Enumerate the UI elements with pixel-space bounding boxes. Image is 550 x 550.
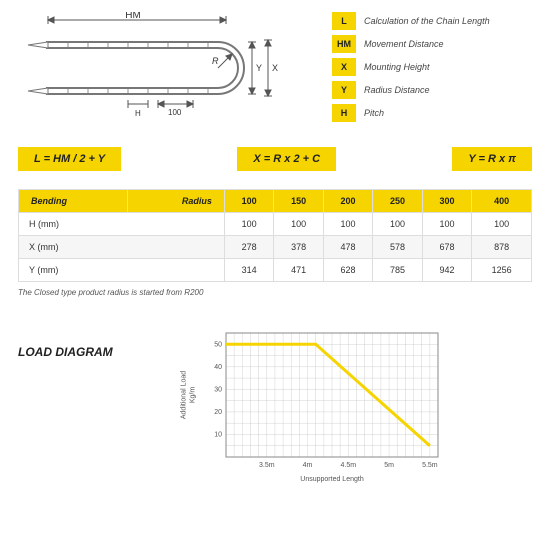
formulas: L = HM / 2 + Y X = R x 2 + C Y = R x π — [18, 147, 532, 171]
bending-table: BendingRadius100150200250300400 H (mm)10… — [18, 189, 532, 282]
formula: Y = R x π — [452, 147, 532, 171]
svg-text:4.5m: 4.5m — [341, 462, 357, 469]
row-label: Y (mm) — [19, 259, 225, 282]
legend-row: L Calculation of the Chain Length — [332, 12, 532, 30]
svg-text:Unsupported Length: Unsupported Length — [300, 476, 364, 483]
x-label: X — [272, 63, 278, 73]
row-label: X (mm) — [19, 236, 225, 259]
legend-label: Pitch — [364, 108, 384, 118]
load-diagram-title: LOAD DIAGRAM — [18, 345, 158, 359]
svg-text:5.5m: 5.5m — [422, 462, 438, 469]
legend-row: HM Movement Distance — [332, 35, 532, 53]
row-label: H (mm) — [19, 213, 225, 236]
legend-key: X — [332, 58, 356, 76]
formula: L = HM / 2 + Y — [18, 147, 121, 171]
legend-row: X Mounting Height — [332, 58, 532, 76]
table-row: H (mm)100100100100100100 — [19, 213, 532, 236]
hm-label: HM — [125, 12, 141, 21]
cell: 100 — [422, 213, 471, 236]
th-col: 400 — [472, 190, 532, 213]
legend-label: Mounting Height — [364, 62, 430, 72]
table-row: X (mm)278378478578678878 — [19, 236, 532, 259]
legend-row: H Pitch — [332, 104, 532, 122]
cell: 678 — [422, 236, 471, 259]
th-radius: Radius — [128, 190, 225, 213]
cell: 1256 — [472, 259, 532, 282]
legend-key: Y — [332, 81, 356, 99]
svg-text:4m: 4m — [303, 462, 313, 469]
cell: 578 — [373, 236, 422, 259]
cell: 100 — [224, 213, 273, 236]
legend-row: Y Radius Distance — [332, 81, 532, 99]
legend-key: HM — [332, 35, 356, 53]
cell: 378 — [274, 236, 323, 259]
cell: 100 — [274, 213, 323, 236]
svg-text:3.5m: 3.5m — [259, 462, 275, 469]
cell: 278 — [224, 236, 273, 259]
cell: 478 — [323, 236, 372, 259]
chain-diagram: HM R Y — [18, 12, 312, 127]
legend-label: Radius Distance — [364, 85, 430, 95]
legend-key: L — [332, 12, 356, 30]
th-col: 300 — [422, 190, 471, 213]
svg-text:5m: 5m — [384, 462, 394, 469]
r-label: R — [212, 56, 219, 66]
svg-text:50: 50 — [214, 341, 222, 348]
table-note: The Closed type product radius is starte… — [18, 288, 532, 297]
th-col: 200 — [323, 190, 372, 213]
cell: 100 — [373, 213, 422, 236]
y-label: Y — [256, 63, 262, 73]
svg-text:10: 10 — [214, 431, 222, 438]
h-label: H — [135, 109, 141, 118]
legend-key: H — [332, 104, 356, 122]
legend-label: Calculation of the Chain Length — [364, 16, 490, 26]
svg-text:Kg/m: Kg/m — [190, 387, 197, 404]
svg-text:40: 40 — [214, 364, 222, 371]
th-bending: Bending — [19, 190, 128, 213]
cell: 942 — [422, 259, 471, 282]
cell: 878 — [472, 236, 532, 259]
cell: 100 — [323, 213, 372, 236]
h-dim: 100 — [168, 108, 182, 117]
cell: 471 — [274, 259, 323, 282]
formula: X = R x 2 + C — [237, 147, 336, 171]
svg-text:30: 30 — [214, 386, 222, 393]
cell: 314 — [224, 259, 273, 282]
th-col: 250 — [373, 190, 422, 213]
svg-text:20: 20 — [214, 409, 222, 416]
legend-label: Movement Distance — [364, 39, 444, 49]
cell: 628 — [323, 259, 372, 282]
table-row: Y (mm)3144716287859421256 — [19, 259, 532, 282]
load-chart: 3.5m 4m 4.5m 5m 5.5m 10 20 30 40 50 Unsupported Le… — [178, 325, 532, 488]
cell: 100 — [472, 213, 532, 236]
th-col: 100 — [224, 190, 273, 213]
legend: L Calculation of the Chain Length HM Moveme… — [332, 12, 532, 127]
svg-text:Additional Load: Additional Load — [181, 371, 188, 419]
th-col: 150 — [274, 190, 323, 213]
cell: 785 — [373, 259, 422, 282]
